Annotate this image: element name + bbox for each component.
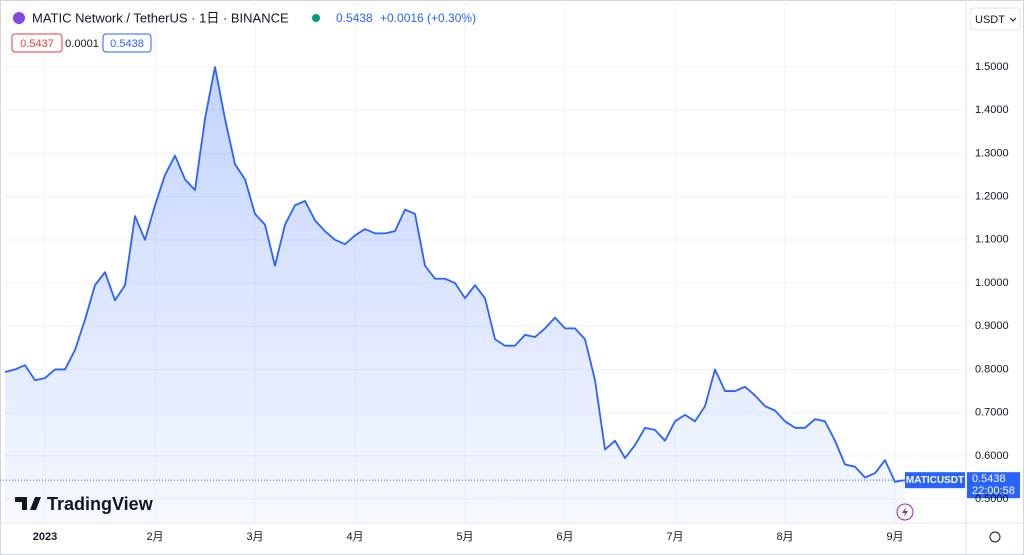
x-tick-label: 4月 — [346, 531, 363, 543]
ask-price: 0.5438 — [110, 38, 144, 50]
y-tick-label: 1.4000 — [975, 104, 1009, 116]
x-tick-label: 9月 — [886, 531, 903, 543]
bid-price: 0.5437 — [20, 38, 54, 50]
coin-icon — [13, 12, 25, 24]
x-tick-label: 3月 — [246, 531, 263, 543]
y-tick-label: 1.2000 — [975, 191, 1009, 203]
x-tick-label: 2月 — [146, 531, 163, 543]
price-tag — [967, 472, 1020, 499]
x-tick-label: 5月 — [456, 531, 473, 543]
status-dot — [312, 14, 320, 22]
settings-icon[interactable] — [989, 531, 1001, 543]
brand-logo — [15, 497, 41, 510]
x-tick-label: 8月 — [776, 531, 793, 543]
x-tick-label: 2023 — [33, 531, 57, 543]
y-tick-label: 0.6000 — [975, 450, 1009, 462]
lightning — [902, 507, 908, 517]
currency-button[interactable] — [969, 7, 1021, 31]
y-tick-label: 1.5000 — [975, 61, 1009, 73]
y-tick-label: 0.9000 — [975, 320, 1009, 332]
bid-box[interactable] — [11, 33, 63, 53]
y-tick-label: 1.0000 — [975, 277, 1009, 289]
symbol-title: MATIC Network / TetherUS · 1日 · BINANCE — [32, 10, 289, 25]
last-price: 0.5438 — [336, 11, 373, 25]
currency: USDT — [975, 14, 1005, 26]
x-tick-label: 6月 — [556, 531, 573, 543]
price-line — [4, 66, 906, 483]
spread: 0.0001 — [65, 38, 99, 50]
x-tick-label: 7月 — [666, 531, 683, 543]
y-tick-label: 0.8000 — [975, 363, 1009, 375]
symbol-tag — [905, 472, 965, 489]
y-tick-label: 1.1000 — [975, 234, 1009, 246]
ask-box[interactable] — [102, 33, 152, 53]
price-change: +0.0016 (+0.30%) — [380, 11, 476, 25]
dropdown-arrow — [1009, 17, 1017, 22]
price-tag-countdown: 22:00:58 — [972, 485, 1015, 497]
y-tick-label: 1.3000 — [975, 147, 1009, 159]
brand-name: TradingView — [47, 494, 154, 514]
y-tick-label: 0.5000 — [975, 493, 1009, 505]
y-tick-label: 0.7000 — [975, 407, 1009, 419]
symbol-tag-label: MATICUSDT — [906, 475, 964, 486]
price-tag-value: 0.5438 — [972, 473, 1006, 485]
area-fill — [5, 66, 905, 522]
